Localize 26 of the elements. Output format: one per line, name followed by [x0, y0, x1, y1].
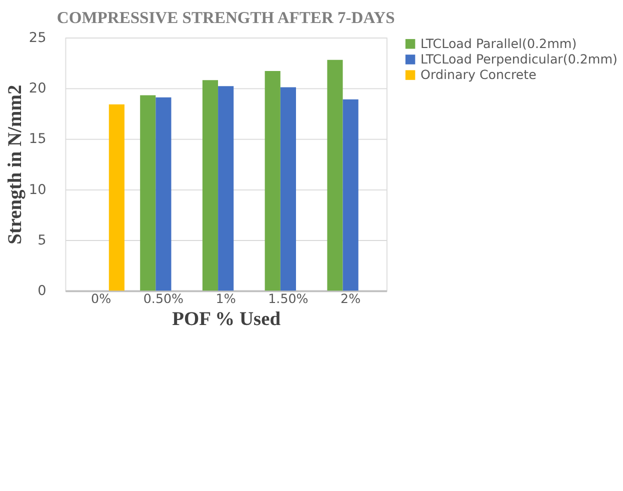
- y-tick-label: 10: [28, 182, 46, 198]
- x-tick-label: 1.50%: [268, 290, 308, 306]
- x-axis-title: POF % Used: [172, 309, 281, 330]
- y-tick-label: 15: [28, 131, 46, 148]
- y-tick-label: 25: [28, 30, 46, 46]
- x-tick-label: 0%: [91, 290, 112, 306]
- bar: [218, 86, 234, 291]
- y-axis-title: Strength in N/mm2: [5, 84, 26, 244]
- y-tick-label: 0: [38, 283, 46, 300]
- y-tick-label: 5: [38, 232, 46, 248]
- chart-title: COMPRESSIVE STRENGTH AFTER 7-DAYS: [56, 8, 395, 27]
- bar: [280, 87, 296, 291]
- bar: [342, 99, 358, 291]
- bar: [108, 104, 124, 291]
- x-tick-label: 0.50%: [143, 290, 184, 306]
- bar: [156, 97, 172, 291]
- bar: [327, 60, 343, 291]
- legend-label: Ordinary Concrete: [420, 66, 537, 82]
- legend-label: LTCLoad Perpendicular(0.2mm): [420, 51, 618, 66]
- x-tick-label: 2%: [340, 290, 361, 306]
- x-tick-label: 1%: [216, 290, 236, 306]
- y-tick-label: 20: [28, 80, 46, 97]
- bar: [264, 70, 280, 291]
- bar: [140, 95, 156, 291]
- legend-label: LTCLoad Parallel(0.2mm): [420, 36, 577, 51]
- bar: [202, 80, 218, 291]
